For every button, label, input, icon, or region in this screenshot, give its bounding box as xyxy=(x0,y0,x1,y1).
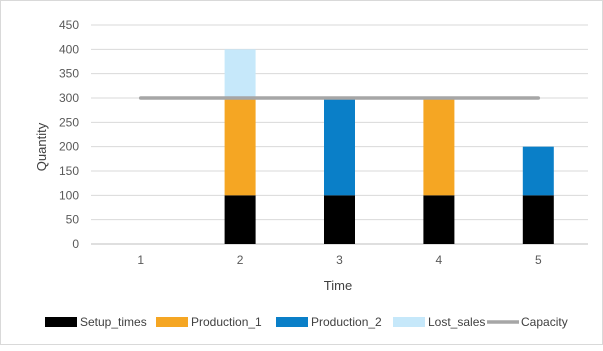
y-tick-label: 400 xyxy=(59,42,79,56)
legend-label: Production_2 xyxy=(311,315,382,329)
legend-swatch-lost-sales xyxy=(393,317,425,327)
y-tick-label: 250 xyxy=(59,115,79,129)
bar-production-1-2 xyxy=(224,98,256,196)
legend-swatch-production-2 xyxy=(276,317,308,327)
y-tick-label: 50 xyxy=(66,213,80,227)
y-tick-label: 200 xyxy=(59,140,79,154)
legend-swatch-production-1 xyxy=(156,317,188,327)
bar-setup-times-5 xyxy=(522,195,554,244)
x-tick-label: 5 xyxy=(535,253,542,267)
bar-production-2-3 xyxy=(324,98,355,196)
x-tick-label: 2 xyxy=(237,253,244,267)
y-tick-label: 300 xyxy=(59,91,79,105)
y-tick-label: 350 xyxy=(59,67,79,81)
bar-setup-times-4 xyxy=(423,195,455,244)
bar-setup-times-3 xyxy=(324,195,355,244)
legend-label: Lost_sales xyxy=(428,315,485,329)
bar-lost-sales-2 xyxy=(224,49,256,98)
x-tick-label: 4 xyxy=(436,253,443,267)
y-tick-label: 0 xyxy=(72,237,79,251)
legend-label: Setup_times xyxy=(80,315,147,329)
legend-label: Production_1 xyxy=(191,315,262,329)
y-tick-label: 100 xyxy=(59,188,79,202)
legend-label: Capacity xyxy=(521,315,568,329)
y-tick-label: 150 xyxy=(59,164,79,178)
x-tick-label: 3 xyxy=(336,253,343,267)
y-axis-title: Quantity xyxy=(34,122,49,171)
y-tick-label: 450 xyxy=(59,18,79,32)
bar-setup-times-2 xyxy=(224,195,256,244)
x-axis-title: Time xyxy=(324,278,352,293)
legend: Setup_times Production_1 Production_2 Lost_… xyxy=(45,315,568,329)
bar-production-2-5 xyxy=(522,146,554,196)
axes: 0 50 100 150 200 250 300 350 400 450 1 2 3 4 5 xyxy=(59,18,542,267)
legend-swatch-setup-times xyxy=(45,317,77,327)
bars xyxy=(224,49,554,244)
bar-production-1-4 xyxy=(423,98,455,196)
x-tick-label: 1 xyxy=(137,253,144,267)
